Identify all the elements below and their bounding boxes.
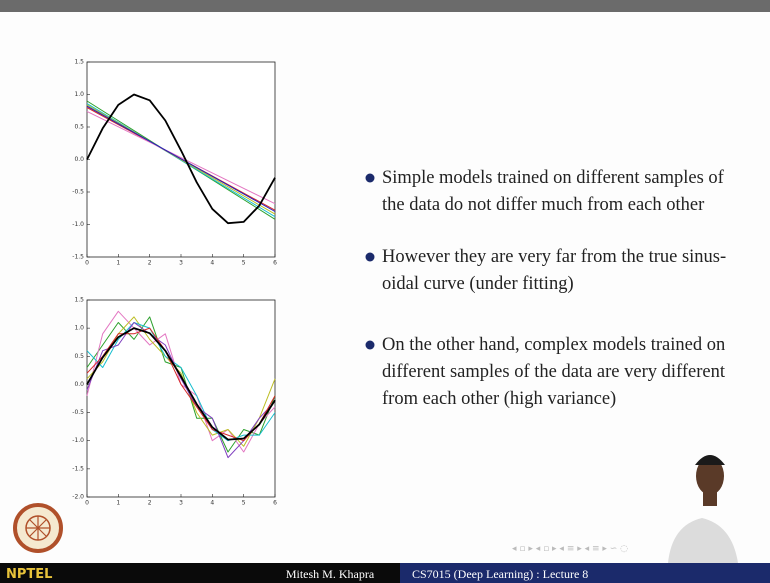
y-tick-label: 1.0 xyxy=(74,325,84,332)
y-tick-label: 0.0 xyxy=(74,156,84,163)
bullet-text: the data do not differ much from each ot… xyxy=(382,195,704,215)
y-tick-label: 0.5 xyxy=(74,124,84,131)
plot-frame xyxy=(87,300,275,497)
y-tick-label: 1.5 xyxy=(74,297,84,304)
y-tick-label: -1.5 xyxy=(72,254,84,261)
x-tick-label: 5 xyxy=(242,260,246,267)
y-tick-label: -0.5 xyxy=(72,409,84,416)
x-tick-label: 1 xyxy=(116,500,120,507)
bullet-text: oidal curve (under fitting) xyxy=(382,274,574,294)
logo xyxy=(15,505,61,551)
svg-text:◂ ▫ ▸ ◂ ▫ ▸ ◂ ≡ ▸ ◂ ≡ ▸ ∽ ◌: ◂ ▫ ▸ ◂ ▫ ▸ ◂ ≡ ▸ ◂ ≡ ▸ ∽ ◌ xyxy=(512,544,628,554)
bullet-dot xyxy=(366,174,375,183)
footer-logo-text: NPTEL xyxy=(6,567,52,582)
x-tick-label: 3 xyxy=(179,260,183,267)
y-tick-label: 0.5 xyxy=(74,353,84,360)
bullet-text: Simple models trained on different sampl… xyxy=(382,168,725,188)
x-tick-label: 6 xyxy=(273,260,277,267)
slide: ◂ ▫ ▸ ◂ ▫ ▸ ◂ ≡ ▸ ◂ ≡ ▸ ∽ ◌ 1.5 1.0 0.5 0.0… xyxy=(0,0,770,583)
y-tick-label: -1.5 xyxy=(72,465,84,472)
x-tick-label: 4 xyxy=(210,260,214,267)
top-bar xyxy=(0,0,770,12)
x-tick-label: 6 xyxy=(273,500,277,507)
y-tick-label: 1.0 xyxy=(74,91,84,98)
bullet-dot xyxy=(366,253,375,262)
y-tick-label: -0.5 xyxy=(72,189,84,196)
x-tick-label: 2 xyxy=(148,260,152,267)
x-tick-label: 4 xyxy=(210,500,214,507)
bullet-text: different samples of the data are very d… xyxy=(382,362,726,382)
x-tick-label: 5 xyxy=(242,500,246,507)
bullet-text: However they are very far from the true … xyxy=(382,247,726,267)
x-tick-label: 2 xyxy=(148,500,152,507)
footer-author: Mitesh M. Khapra xyxy=(286,567,375,581)
y-tick-label: -1.0 xyxy=(72,437,84,444)
y-tick-label: 1.5 xyxy=(74,59,84,66)
footer-course: CS7015 (Deep Learning) : Lecture 8 xyxy=(412,567,588,581)
x-tick-label: 3 xyxy=(179,500,183,507)
nav-icons: ◂ ▫ ▸ ◂ ▫ ▸ ◂ ≡ ▸ ◂ ≡ ▸ ∽ ◌ xyxy=(512,544,628,554)
y-tick-label: -1.0 xyxy=(72,221,84,228)
y-tick-label: -2.0 xyxy=(72,494,84,501)
y-tick-label: 0.0 xyxy=(74,381,84,388)
x-tick-label: 1 xyxy=(116,260,120,267)
bullet-text: On the other hand, complex models traine… xyxy=(382,335,725,355)
x-tick-label: 0 xyxy=(85,260,89,267)
bullet-dot xyxy=(366,341,375,350)
x-tick-label: 0 xyxy=(85,500,89,507)
bullet-text: from each other (high variance) xyxy=(382,389,616,409)
